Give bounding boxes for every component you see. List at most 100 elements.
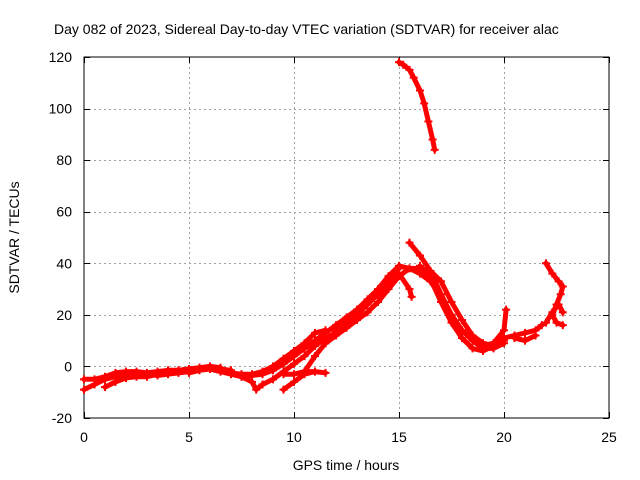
data-point: [321, 326, 330, 335]
data-point: [447, 297, 456, 306]
data-point: [111, 368, 120, 377]
data-point: [279, 370, 288, 379]
data-point: [521, 328, 529, 337]
series-track-14: [395, 58, 439, 154]
data-point: [311, 328, 319, 337]
series-track-18: [542, 259, 567, 330]
y-tick-label: 100: [49, 101, 73, 117]
y-tick-label: 60: [56, 204, 72, 220]
data-point: [363, 308, 372, 317]
data-point: [395, 269, 403, 278]
x-axis-label: GPS time / hours: [293, 457, 400, 473]
data-point: [258, 380, 267, 389]
data-point: [405, 238, 414, 247]
data-point: [279, 354, 288, 363]
data-point: [384, 272, 393, 281]
y-axis-label: SDTVAR / TECUs: [6, 181, 22, 293]
data-point: [311, 367, 319, 376]
data-point: [300, 339, 309, 348]
data-point: [143, 372, 151, 381]
data-point: [405, 264, 414, 273]
data-point: [420, 99, 429, 108]
data-point: [479, 346, 487, 355]
data-point: [164, 367, 172, 376]
data-point: [321, 339, 330, 348]
data-point: [416, 269, 424, 278]
data-point: [90, 375, 99, 384]
data-point: [374, 297, 382, 306]
data-point: [185, 368, 193, 377]
data-point: [458, 316, 466, 325]
data-point: [111, 377, 120, 386]
data-point: [437, 277, 445, 286]
data-point: [405, 285, 414, 294]
series-track-11: [321, 261, 511, 350]
data-point: [101, 372, 109, 381]
chart-title: Day 082 of 2023, Sidereal Day-to-day VTE…: [54, 21, 559, 37]
data-point: [531, 331, 540, 340]
data-point: [407, 292, 416, 301]
data-point: [80, 385, 88, 394]
data-point: [290, 377, 298, 386]
data-series: [80, 58, 567, 394]
data-point: [554, 277, 563, 286]
data-point: [416, 86, 424, 95]
data-point: [558, 321, 567, 330]
data-point: [311, 352, 319, 361]
data-point: [416, 261, 424, 270]
x-tick-label: 25: [601, 429, 617, 445]
data-point: [500, 334, 508, 343]
data-point: [426, 274, 435, 283]
data-point: [269, 362, 277, 371]
data-point: [510, 334, 519, 343]
data-point: [227, 368, 235, 377]
data-point: [424, 117, 433, 126]
data-point: [468, 336, 477, 345]
data-point: [290, 359, 298, 368]
data-point: [290, 370, 298, 379]
data-point: [206, 365, 214, 374]
data-point: [502, 305, 511, 314]
data-point: [237, 370, 246, 379]
y-tick-label: -20: [52, 410, 72, 426]
series-track-16: [510, 331, 540, 345]
x-tick-label: 5: [185, 429, 193, 445]
data-point: [558, 308, 567, 317]
series-track-06: [206, 326, 330, 379]
data-point: [132, 372, 141, 381]
data-point: [122, 374, 130, 383]
data-point: [258, 367, 267, 376]
data-point: [353, 305, 361, 314]
data-point: [437, 297, 445, 306]
data-point: [556, 290, 565, 299]
data-point: [500, 326, 508, 335]
data-point: [384, 279, 393, 288]
data-point: [216, 367, 225, 376]
data-point: [342, 316, 351, 325]
data-point: [428, 135, 437, 144]
data-point: [395, 58, 403, 67]
data-point: [174, 366, 183, 375]
data-point: [195, 366, 204, 375]
data-point: [552, 300, 561, 309]
data-point: [409, 73, 418, 82]
data-point: [252, 385, 261, 394]
data-point: [248, 370, 256, 379]
data-point: [548, 310, 557, 319]
data-point: [80, 375, 88, 384]
data-point: [430, 145, 439, 154]
y-tick-label: 0: [64, 358, 72, 374]
data-point: [290, 346, 298, 355]
data-point: [405, 65, 414, 74]
data-point: [300, 367, 309, 376]
data-point: [558, 282, 567, 291]
data-point: [521, 336, 529, 345]
data-point: [332, 326, 340, 335]
y-tick-label: 120: [49, 49, 73, 65]
data-point: [542, 259, 550, 268]
data-point: [537, 321, 546, 330]
data-point: [101, 383, 109, 392]
data-point: [426, 267, 435, 276]
y-tick-label: 80: [56, 152, 72, 168]
grid-lines: [84, 57, 609, 418]
